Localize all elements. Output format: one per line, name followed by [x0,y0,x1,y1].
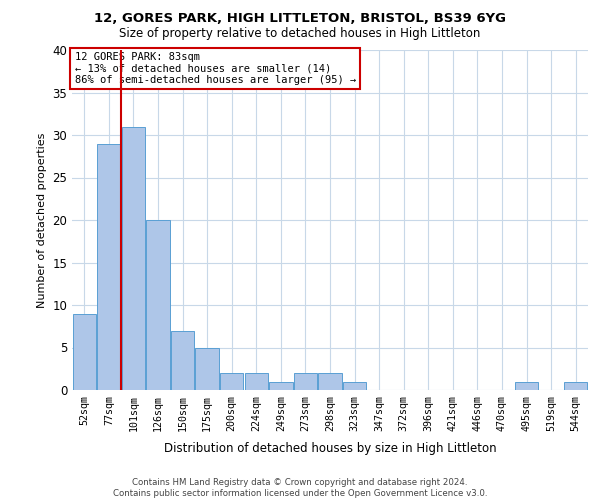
Y-axis label: Number of detached properties: Number of detached properties [37,132,47,308]
Bar [122,126,145,390]
Bar [343,382,366,390]
Bar [97,144,121,390]
Bar [171,330,194,390]
Text: Size of property relative to detached houses in High Littleton: Size of property relative to detached ho… [119,28,481,40]
Bar [269,382,293,390]
Text: Contains HM Land Registry data © Crown copyright and database right 2024.
Contai: Contains HM Land Registry data © Crown c… [113,478,487,498]
Bar [146,220,170,390]
Bar [564,382,587,390]
Text: 12, GORES PARK, HIGH LITTLETON, BRISTOL, BS39 6YG: 12, GORES PARK, HIGH LITTLETON, BRISTOL,… [94,12,506,26]
Bar [319,373,341,390]
Bar [294,373,317,390]
Bar [196,348,219,390]
Bar [245,373,268,390]
X-axis label: Distribution of detached houses by size in High Littleton: Distribution of detached houses by size … [164,442,496,455]
Bar [220,373,244,390]
Bar [73,314,96,390]
Bar [515,382,538,390]
Text: 12 GORES PARK: 83sqm
← 13% of detached houses are smaller (14)
86% of semi-detac: 12 GORES PARK: 83sqm ← 13% of detached h… [74,52,356,85]
